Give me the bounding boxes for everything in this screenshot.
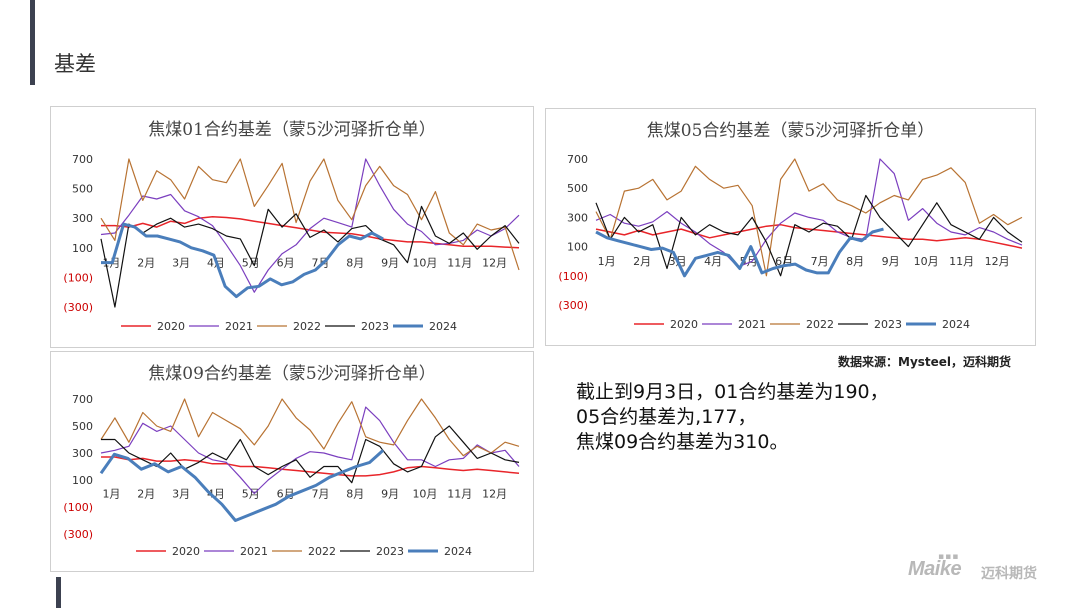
x-tick-label: 1月 — [102, 488, 120, 501]
x-tick-label: 9月 — [381, 257, 399, 270]
x-tick-label: 7月 — [311, 488, 329, 501]
chart-title: 焦煤09合约基差（蒙5沙河驿折仓单） — [148, 364, 435, 384]
x-tick-label: 10月 — [412, 488, 437, 501]
legend-label-2024: 2024 — [942, 318, 970, 331]
x-tick-label: 11月 — [447, 488, 472, 501]
legend-label-2023: 2023 — [361, 320, 389, 333]
y-tick-label: 300 — [72, 447, 93, 460]
legend-label-2022: 2022 — [806, 318, 834, 331]
legend-label-2020: 2020 — [172, 545, 200, 558]
logo-chinese-name: 迈科期货 — [981, 566, 1037, 582]
x-tick-label: 2月 — [137, 488, 155, 501]
x-tick-label: 12月 — [985, 255, 1010, 268]
chart-title: 焦煤01合约基差（蒙5沙河驿折仓单） — [148, 120, 435, 140]
legend-label-2021: 2021 — [240, 545, 268, 558]
y-tick-label: 300 — [567, 211, 588, 224]
x-tick-label: 9月 — [882, 255, 900, 268]
series-line-2020 — [101, 215, 520, 249]
x-tick-label: 2月 — [137, 257, 155, 270]
chart-panel-09: 焦煤09合约基差（蒙5沙河驿折仓单） 700 500 300 100 (100) (300)… — [50, 351, 534, 572]
y-tick-label: 700 — [567, 153, 588, 166]
legend-label-2022: 2022 — [308, 545, 336, 558]
legend-label-2024: 2024 — [429, 320, 457, 333]
page-title: 基差 — [54, 52, 96, 76]
legend-label-2020: 2020 — [157, 320, 185, 333]
y-tick-label: 700 — [72, 393, 93, 406]
y-tick-label: (300) — [558, 299, 588, 312]
series-line-2020 — [101, 456, 520, 477]
y-tick-label: (300) — [63, 301, 93, 314]
y-tick-label: (100) — [558, 270, 588, 283]
summary-line-1: 截止到9月3日，01合约基差为190， — [576, 381, 889, 403]
x-tick-label: 10月 — [914, 255, 939, 268]
legend-label-2020: 2020 — [670, 318, 698, 331]
y-tick-label: 700 — [72, 153, 93, 166]
series-line-2024 — [595, 227, 884, 278]
y-tick-label: 500 — [72, 183, 93, 196]
x-tick-label: 6月 — [277, 257, 295, 270]
series-line-2024 — [101, 222, 384, 299]
y-tick-label: 500 — [72, 420, 93, 433]
series-line-2020 — [595, 223, 1023, 249]
chart-01-svg: 焦煤01合约基差（蒙5沙河驿折仓单） 700 500 300 100 (100) (300)… — [63, 120, 520, 333]
series-line-2022 — [100, 158, 520, 271]
series-line-2021 — [100, 406, 520, 495]
chart-panel-05: 焦煤05合约基差（蒙5沙河驿折仓单） 700 500 300 100 (100) (300)… — [545, 108, 1036, 346]
x-tick-label: 8月 — [846, 255, 864, 268]
x-tick-label: 3月 — [172, 488, 190, 501]
series-line-2022 — [595, 158, 1023, 277]
y-tick-label: 100 — [72, 474, 93, 487]
legend-label-2021: 2021 — [225, 320, 253, 333]
x-tick-label: 7月 — [811, 255, 829, 268]
y-tick-label: 100 — [567, 241, 588, 254]
chart-05-svg: 焦煤05合约基差（蒙5沙河驿折仓单） 700 500 300 100 (100) (300)… — [558, 121, 1023, 331]
x-tick-label: 12月 — [482, 257, 507, 270]
y-tick-label: (100) — [63, 271, 93, 284]
data-source-note: 数据来源：Mysteel，迈科期货 — [838, 355, 1012, 369]
series-line-2023 — [595, 194, 1023, 277]
legend-label-2023: 2023 — [874, 318, 902, 331]
footer-accent-bar — [56, 577, 61, 608]
y-tick-label: (100) — [63, 501, 93, 514]
series-line-2022 — [100, 398, 520, 457]
y-tick-label: 300 — [72, 212, 93, 225]
x-tick-label: 1月 — [598, 255, 616, 268]
title-accent-bar — [30, 0, 35, 85]
series-line-2024 — [99, 449, 385, 522]
x-tick-label: 11月 — [447, 257, 472, 270]
legend-label-2022: 2022 — [293, 320, 321, 333]
x-tick-label: 8月 — [346, 488, 364, 501]
summary-line-2: 05合约基差为,177， — [576, 406, 757, 428]
x-tick-label: 8月 — [346, 257, 364, 270]
y-tick-label: 500 — [567, 182, 588, 195]
x-tick-label: 2月 — [633, 255, 651, 268]
x-tick-label: 10月 — [412, 257, 437, 270]
company-logo: ▪▪▪ Maike 迈科期货 — [908, 552, 1038, 582]
basis-summary: 截止到9月3日，01合约基差为190， 05合约基差为,177， 焦煤09合约基… — [576, 380, 889, 455]
x-tick-label: 11月 — [949, 255, 974, 268]
series-line-2023 — [100, 205, 520, 308]
summary-line-3: 焦煤09合约基差为310。 — [576, 431, 789, 453]
x-tick-label: 9月 — [381, 488, 399, 501]
x-tick-label: 5月 — [242, 488, 260, 501]
x-tick-label: 12月 — [482, 488, 507, 501]
legend-label-2024: 2024 — [444, 545, 472, 558]
x-tick-label: 4月 — [207, 488, 225, 501]
legend-label-2023: 2023 — [376, 545, 404, 558]
logo-wordmark: Maike — [908, 558, 962, 580]
chart-panel-01: 焦煤01合约基差（蒙5沙河驿折仓单） 700 500 300 100 (100) (300)… — [50, 106, 534, 348]
x-tick-label: 4月 — [704, 255, 722, 268]
chart-09-svg: 焦煤09合约基差（蒙5沙河驿折仓单） 700 500 300 100 (100) (300)… — [63, 364, 520, 558]
y-tick-label: (300) — [63, 528, 93, 541]
logo-dots-icon: ▪▪▪ — [938, 552, 960, 562]
legend-label-2021: 2021 — [738, 318, 766, 331]
series-line-2023 — [101, 425, 520, 484]
y-tick-label: 100 — [72, 242, 93, 255]
series-line-2021 — [595, 158, 1023, 268]
x-tick-label: 3月 — [172, 257, 190, 270]
chart-title: 焦煤05合约基差（蒙5沙河驿折仓单） — [647, 121, 934, 141]
